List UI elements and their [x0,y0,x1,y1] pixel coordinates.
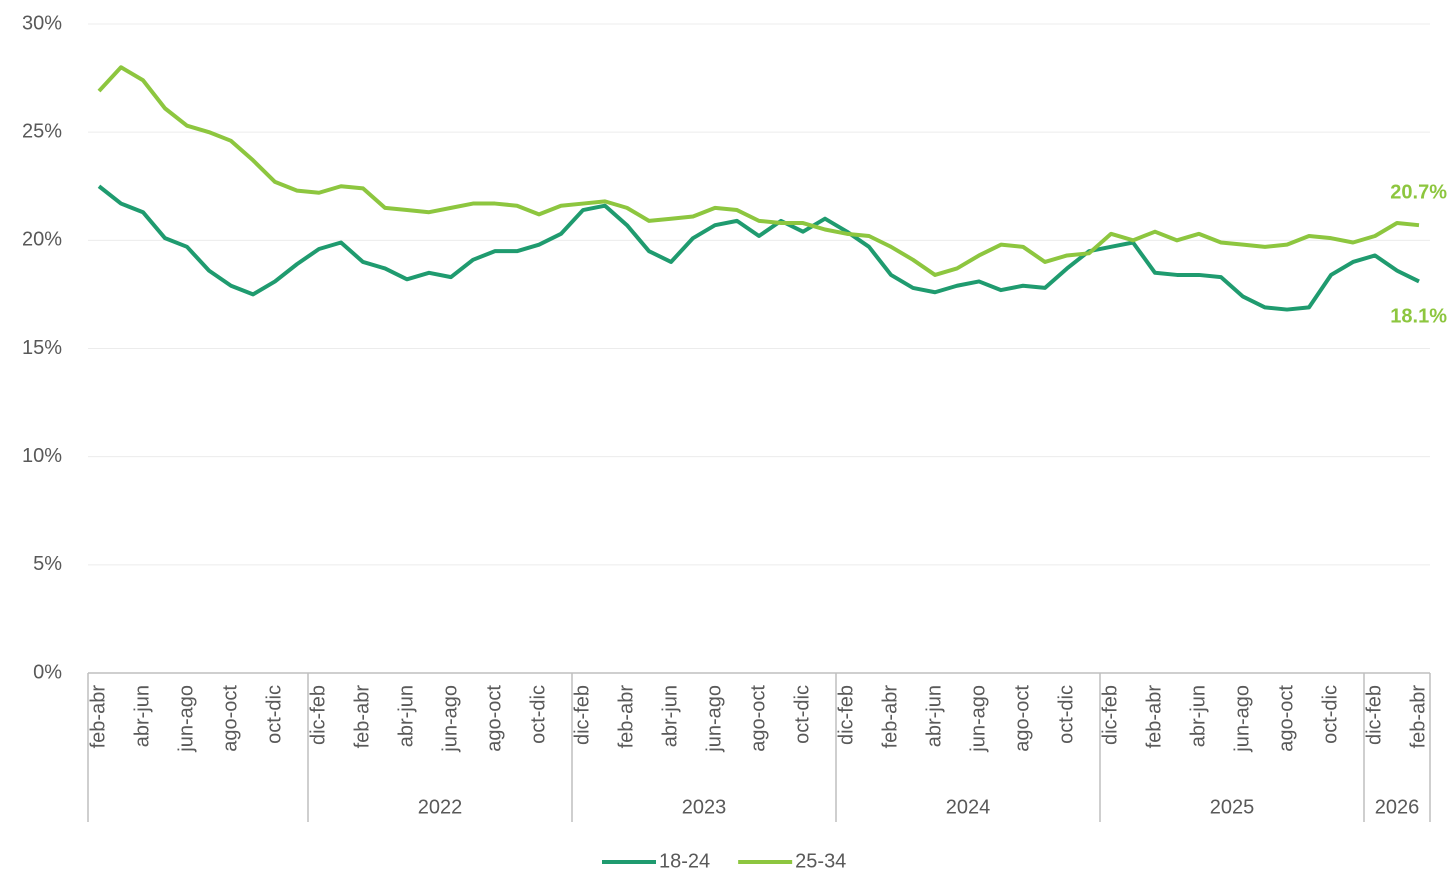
x-tick-label: feb-abr [1143,685,1165,749]
year-label: 2025 [1210,796,1255,818]
legend-label: 18-24 [659,850,710,872]
x-tick-label: jun-ago [703,685,725,753]
x-tick-label: dic-feb [1363,685,1385,745]
x-tick-label: ago-oct [483,685,505,752]
x-tick-label: feb-abr [615,685,637,749]
series-line [97,65,1420,277]
year-label: 2022 [418,796,463,818]
x-tick-label: jun-ago [439,685,461,753]
x-tick-label: dic-feb [1099,685,1121,745]
x-tick-label: feb-abr [351,685,373,749]
y-tick-label: 25% [22,120,62,142]
y-tick-label: 20% [22,229,62,251]
x-tick-label: jun-ago [967,685,989,753]
x-tick-label: oct-dic [1319,685,1341,744]
y-tick-label: 0% [33,661,62,683]
x-tick-label: feb-abr [87,685,109,749]
x-tick-label: feb-abr [1407,685,1429,749]
y-tick-label: 10% [22,445,62,467]
x-tick-label: ago-oct [1011,685,1033,752]
legend-label: 25-34 [795,850,846,872]
data-label: 20.7% [1390,181,1447,203]
data-label: 18.1% [1390,306,1447,328]
x-tick-label: oct-dic [1055,685,1077,744]
x-tick-label: oct-dic [791,685,813,744]
y-tick-label: 15% [22,337,62,359]
x-tick-label: dic-feb [571,685,593,745]
x-tick-label: oct-dic [527,685,549,744]
y-tick-label: 30% [22,12,62,34]
x-tick-label: dic-feb [835,685,857,745]
year-label: 2023 [682,796,727,818]
x-tick-label: ago-oct [219,685,241,752]
x-tick-label: jun-ago [175,685,197,753]
x-tick-label: abr-jun [1187,685,1209,747]
x-tick-label: abr-jun [395,685,417,747]
x-tick-label: dic-feb [307,685,329,745]
year-label: 2026 [1375,796,1420,818]
x-tick-label: ago-oct [747,685,769,752]
x-tick-label: ago-oct [1275,685,1297,752]
x-tick-label: abr-jun [131,685,153,747]
x-tick-label: abr-jun [659,685,681,747]
x-tick-label: jun-ago [1231,685,1253,753]
x-tick-label: oct-dic [263,685,285,744]
x-tick-label: abr-jun [923,685,945,747]
x-tick-label: feb-abr [879,685,901,749]
year-label: 2024 [946,796,991,818]
y-tick-label: 5% [33,553,62,575]
series-line [97,184,1420,312]
